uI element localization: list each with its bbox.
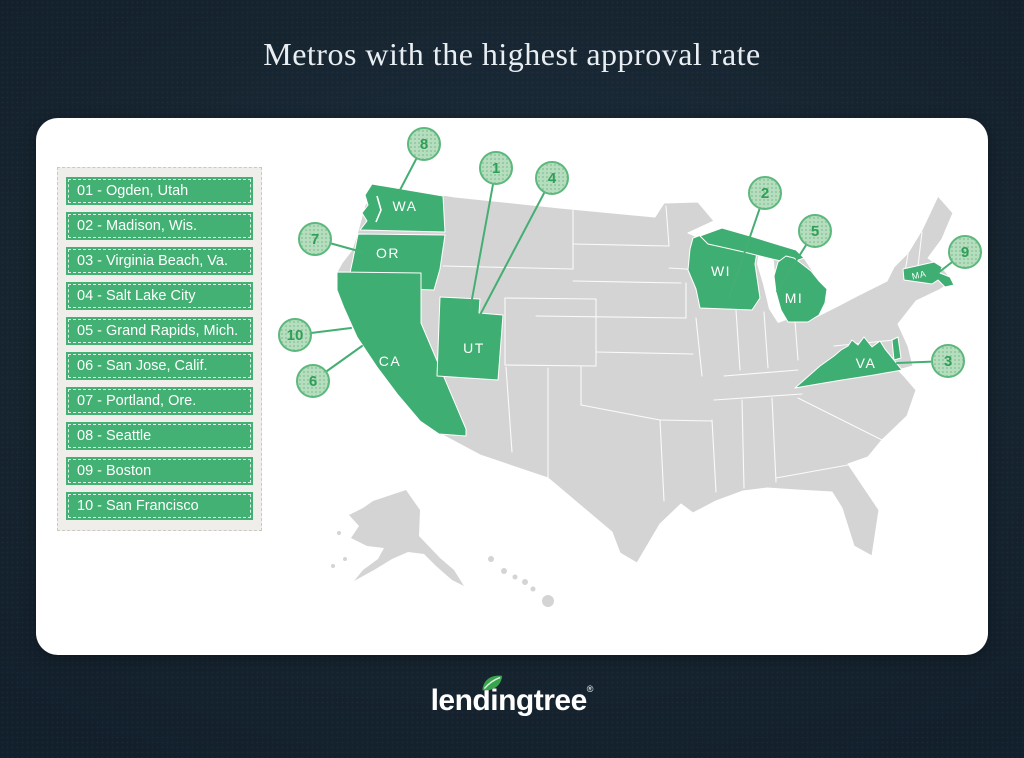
state-label-mi: MI bbox=[784, 290, 804, 306]
metro-list-item-2: 02 - Madison, Wis. bbox=[66, 212, 253, 240]
state-label-wi: WI bbox=[710, 263, 732, 279]
state-va bbox=[794, 336, 903, 389]
state-borders bbox=[442, 205, 923, 502]
alaska bbox=[349, 490, 464, 586]
map-badge-4: 4 bbox=[535, 161, 569, 195]
state-va-eastern-shore bbox=[891, 336, 902, 361]
metro-list-item-1: 01 - Ogden, Utah bbox=[66, 177, 253, 205]
state-label-wa: WA bbox=[392, 198, 418, 214]
state-label-ca: CA bbox=[378, 353, 402, 369]
highlighted-states bbox=[336, 183, 955, 437]
state-ca bbox=[336, 271, 467, 437]
state-label-ut: UT bbox=[463, 340, 485, 356]
map-badge-3: 3 bbox=[931, 344, 965, 378]
lendingtree-logo: lendingtree® bbox=[0, 675, 1024, 718]
state-wa bbox=[359, 183, 446, 233]
state-ma bbox=[902, 261, 955, 288]
map-badge-6: 6 bbox=[296, 364, 330, 398]
metro-list-item-7: 07 - Portland, Ore. bbox=[66, 387, 253, 415]
us-map bbox=[294, 143, 966, 607]
infographic-card: 01 - Ogden, Utah 02 - Madison, Wis. 03 -… bbox=[36, 118, 988, 655]
logo-wordmark: lendingtree bbox=[430, 684, 588, 717]
map-badge-2: 2 bbox=[748, 176, 782, 210]
alaska-island bbox=[331, 564, 335, 568]
map-badge-8: 8 bbox=[407, 127, 441, 161]
alaska-island bbox=[343, 557, 347, 561]
metro-list-panel: 01 - Ogden, Utah 02 - Madison, Wis. 03 -… bbox=[57, 167, 262, 531]
map-badge-9: 9 bbox=[948, 235, 982, 269]
metro-list-item-10: 10 - San Francisco bbox=[66, 492, 253, 520]
map-badge-7: 7 bbox=[298, 222, 332, 256]
alaska-island bbox=[337, 531, 341, 535]
leaf-icon bbox=[479, 672, 503, 699]
metro-list-item-9: 09 - Boston bbox=[66, 457, 253, 485]
metro-list-item-5: 05 - Grand Rapids, Mich. bbox=[66, 317, 253, 345]
metro-list-item-4: 04 - Salt Lake City bbox=[66, 282, 253, 310]
map-badge-5: 5 bbox=[798, 214, 832, 248]
metro-list-item-3: 03 - Virginia Beach, Va. bbox=[66, 247, 253, 275]
metro-list-item-6: 06 - San Jose, Calif. bbox=[66, 352, 253, 380]
state-label-va: VA bbox=[855, 355, 877, 371]
metro-list-item-8: 08 - Seattle bbox=[66, 422, 253, 450]
puget-sound bbox=[375, 195, 382, 223]
map-badge-10: 10 bbox=[278, 318, 312, 352]
state-ut bbox=[436, 296, 504, 381]
map-badge-1: 1 bbox=[479, 151, 513, 185]
hawaii bbox=[488, 556, 554, 607]
page-title: Metros with the highest approval rate bbox=[263, 36, 761, 72]
state-mi-lower bbox=[773, 255, 828, 323]
state-label-or: OR bbox=[376, 245, 400, 261]
registered-mark: ® bbox=[586, 684, 594, 694]
